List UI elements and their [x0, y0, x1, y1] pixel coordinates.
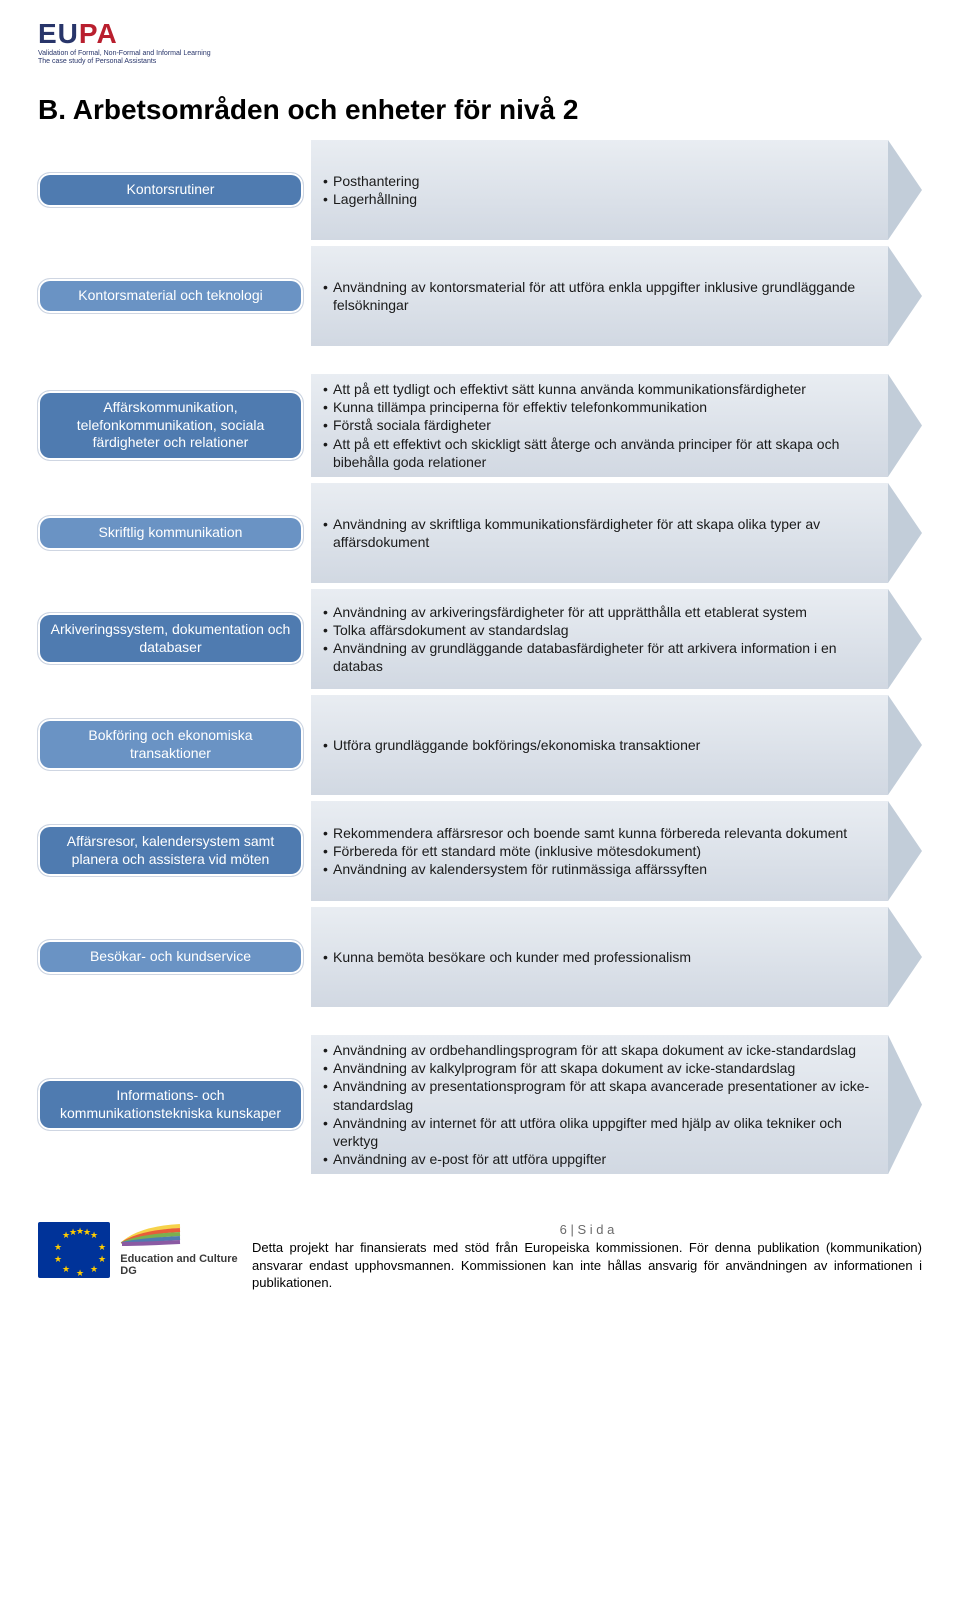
category-label: Kontorsrutiner [38, 173, 303, 207]
bullet-point: Kunna bemöta besökare och kunder med pro… [323, 948, 878, 966]
logo-eu: EU [38, 18, 79, 49]
bullet-point: Posthantering [323, 172, 878, 190]
arrow-head-icon [888, 907, 922, 1007]
logo-pa: PA [79, 18, 118, 49]
arrow-head-icon [888, 695, 922, 795]
bullet-point: Användning av arkiveringsfärdigheter för… [323, 603, 878, 621]
page-footer: ★ ★ ★ ★ ★ ★ ★ ★ ★ ★ ★ ★ Educati [38, 1204, 922, 1292]
arrow-body: Att på ett tydligt och effektivt sätt ku… [311, 374, 888, 477]
category-label: Skriftlig kommunikation [38, 516, 303, 550]
bullet-point: Användning av internet för att utföra ol… [323, 1114, 878, 1150]
bullet-point: Rekommendera affärsresor och boende samt… [323, 824, 878, 842]
eu-flag-icon: ★ ★ ★ ★ ★ ★ ★ ★ ★ ★ ★ ★ [38, 1222, 110, 1278]
arrow-head-icon [888, 140, 922, 240]
diagram-row: Affärskommunikation, telefonkommunikatio… [38, 374, 922, 477]
bullet-point: Användning av kalkylprogram för att skap… [323, 1059, 878, 1077]
category-label: Kontorsmaterial och teknologi [38, 279, 303, 313]
bullet-point: Användning av e-post för att utföra uppg… [323, 1150, 878, 1168]
category-label: Arkiveringssystem, dokumentation och dat… [38, 613, 303, 664]
arrow-head-icon [888, 589, 922, 689]
arrow-body: Utföra grundläggande bokförings/ekonomis… [311, 695, 888, 795]
category-label: Besökar- och kundservice [38, 940, 303, 974]
bullet-point: Användning av kontorsmaterial för att ut… [323, 278, 878, 314]
arrow-body: Användning av skriftliga kommunikationsf… [311, 483, 888, 583]
arrow-body: Kunna bemöta besökare och kunder med pro… [311, 907, 888, 1007]
bullet-point: Användning av ordbehandlingsprogram för … [323, 1041, 878, 1059]
diagram-row: Arkiveringssystem, dokumentation och dat… [38, 589, 922, 689]
footer-disclaimer: Detta projekt har finansierats med stöd … [252, 1239, 922, 1292]
bullet-point: Förstå sociala färdigheter [323, 416, 878, 434]
bullet-point: Användning av skriftliga kommunikationsf… [323, 515, 878, 551]
edu-culture-label: Education and Culture DG [120, 1253, 238, 1277]
logo-sub2: The case study of Personal Assistants [38, 58, 211, 66]
diagram-row: Bokföring och ekonomiska transaktioner Ut… [38, 695, 922, 795]
diagram-row: Besökar- och kundservice Kunna bemöta bes… [38, 907, 922, 1007]
bullet-point: Utföra grundläggande bokförings/ekonomis… [323, 736, 878, 754]
arrow-body: PosthanteringLagerhållning [311, 140, 888, 240]
education-culture-logo: Education and Culture DG [120, 1222, 238, 1277]
bullet-point: Att på ett effektivt och skickligt sätt … [323, 435, 878, 471]
bullet-point: Kunna tillämpa principerna för effektiv … [323, 398, 878, 416]
arrow-head-icon [888, 483, 922, 583]
bullet-point: Användning av presentationsprogram för a… [323, 1077, 878, 1113]
eupa-logo: EUPA Validation of Formal, Non-Formal an… [38, 18, 922, 86]
arrow-head-icon [888, 1035, 922, 1174]
arrow-head-icon [888, 246, 922, 346]
bullet-point: Lagerhållning [323, 190, 878, 208]
bullet-point: Tolka affärsdokument av standardslag [323, 621, 878, 639]
category-label: Affärskommunikation, telefonkommunikatio… [38, 391, 303, 460]
arrow-body: Användning av arkiveringsfärdigheter för… [311, 589, 888, 689]
category-label: Bokföring och ekonomiska transaktioner [38, 719, 303, 770]
diagram-row: Informations- och kommunikationstekniska… [38, 1035, 922, 1174]
bullet-point: Användning av kalendersystem för rutinmä… [323, 860, 878, 878]
category-label: Informations- och kommunikationstekniska… [38, 1079, 303, 1130]
arrow-head-icon [888, 374, 922, 477]
page-number: 6 | S i d a [252, 1222, 922, 1237]
diagram-row: Skriftlig kommunikation Användning av skr… [38, 483, 922, 583]
arrow-head-icon [888, 801, 922, 901]
diagram-container: KontorsrutinerPosthanteringLagerhållning… [38, 140, 922, 1174]
bullet-point: Att på ett tydligt och effektivt sätt ku… [323, 380, 878, 398]
logo-sub1: Validation of Formal, Non-Formal and Inf… [38, 50, 211, 58]
category-label: Affärsresor, kalendersystem samt planera… [38, 825, 303, 876]
arrow-body: Användning av kontorsmaterial för att ut… [311, 246, 888, 346]
bullet-point: Användning av grundläggande databasfärdi… [323, 639, 878, 675]
bullet-point: Förbereda för ett standard möte (inklusi… [323, 842, 878, 860]
diagram-row: KontorsrutinerPosthanteringLagerhållning [38, 140, 922, 240]
diagram-row: Kontorsmaterial och teknologi Användning … [38, 246, 922, 346]
arrow-body: Rekommendera affärsresor och boende samt… [311, 801, 888, 901]
arrow-body: Användning av ordbehandlingsprogram för … [311, 1035, 888, 1174]
page-title: B. Arbetsområden och enheter för nivå 2 [38, 94, 922, 126]
diagram-row: Affärsresor, kalendersystem samt planera… [38, 801, 922, 901]
